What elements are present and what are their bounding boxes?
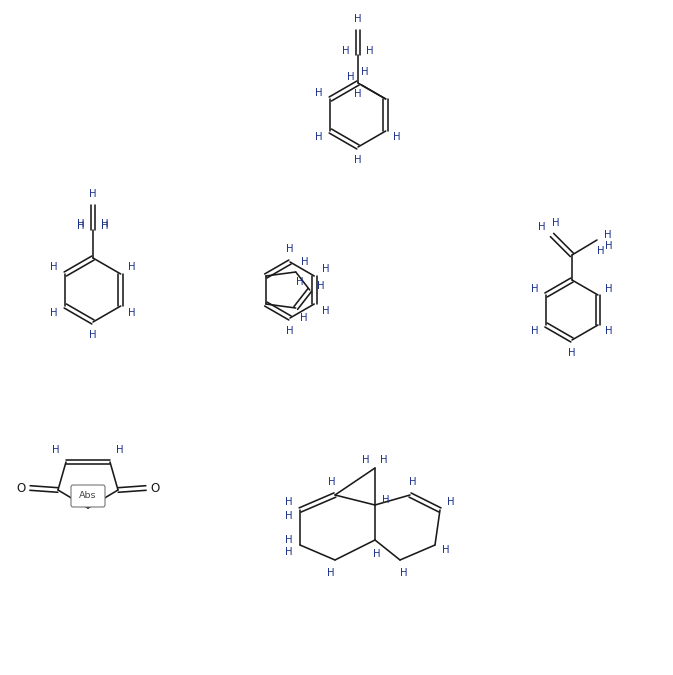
Text: H: H (605, 241, 612, 251)
Text: H: H (409, 477, 417, 487)
Text: H: H (538, 222, 546, 232)
Text: H: H (286, 326, 293, 336)
Text: H: H (354, 155, 362, 165)
Text: H: H (400, 568, 408, 578)
Text: Abs: Abs (79, 491, 97, 500)
Text: H: H (328, 477, 336, 487)
Text: H: H (322, 265, 329, 275)
Text: H: H (354, 89, 361, 99)
FancyBboxPatch shape (71, 485, 105, 507)
Text: H: H (604, 230, 612, 240)
Text: H: H (374, 549, 381, 559)
Text: H: H (50, 308, 58, 317)
Text: H: H (315, 132, 323, 142)
Text: H: H (343, 46, 350, 56)
Text: H: H (354, 14, 362, 24)
Text: H: H (380, 455, 388, 465)
Text: H: H (90, 189, 97, 199)
Text: H: H (301, 257, 308, 267)
Text: H: H (553, 218, 560, 228)
Text: H: H (296, 277, 304, 287)
Text: H: H (285, 497, 293, 507)
Text: H: H (285, 511, 293, 521)
Text: H: H (366, 46, 374, 56)
Text: H: H (285, 547, 293, 557)
Text: O: O (16, 481, 26, 495)
Text: H: H (393, 132, 400, 142)
Text: H: H (300, 313, 308, 323)
Text: H: H (90, 330, 97, 340)
Text: H: H (361, 67, 368, 77)
Text: H: H (315, 88, 323, 97)
Text: H: H (606, 327, 613, 337)
Text: H: H (77, 219, 85, 229)
Text: O: O (150, 481, 160, 495)
Text: H: H (531, 327, 538, 337)
Text: H: H (129, 263, 136, 273)
Text: H: H (77, 221, 85, 231)
Text: H: H (50, 263, 58, 273)
Text: H: H (362, 455, 369, 465)
Text: H: H (52, 445, 60, 455)
Text: H: H (531, 284, 538, 294)
Text: H: H (322, 306, 329, 315)
Text: H: H (317, 281, 324, 291)
Text: H: H (382, 495, 390, 505)
Text: H: H (448, 497, 455, 507)
Text: H: H (347, 72, 354, 82)
Text: H: H (116, 445, 124, 455)
Text: H: H (286, 244, 293, 254)
Text: H: H (442, 545, 450, 555)
Text: H: H (129, 308, 136, 317)
Text: H: H (285, 535, 293, 545)
Text: H: H (327, 568, 334, 578)
Text: H: H (568, 348, 575, 358)
Text: H: H (606, 284, 613, 294)
Text: H: H (597, 246, 605, 256)
Text: H: H (101, 221, 109, 231)
Text: H: H (101, 219, 109, 229)
